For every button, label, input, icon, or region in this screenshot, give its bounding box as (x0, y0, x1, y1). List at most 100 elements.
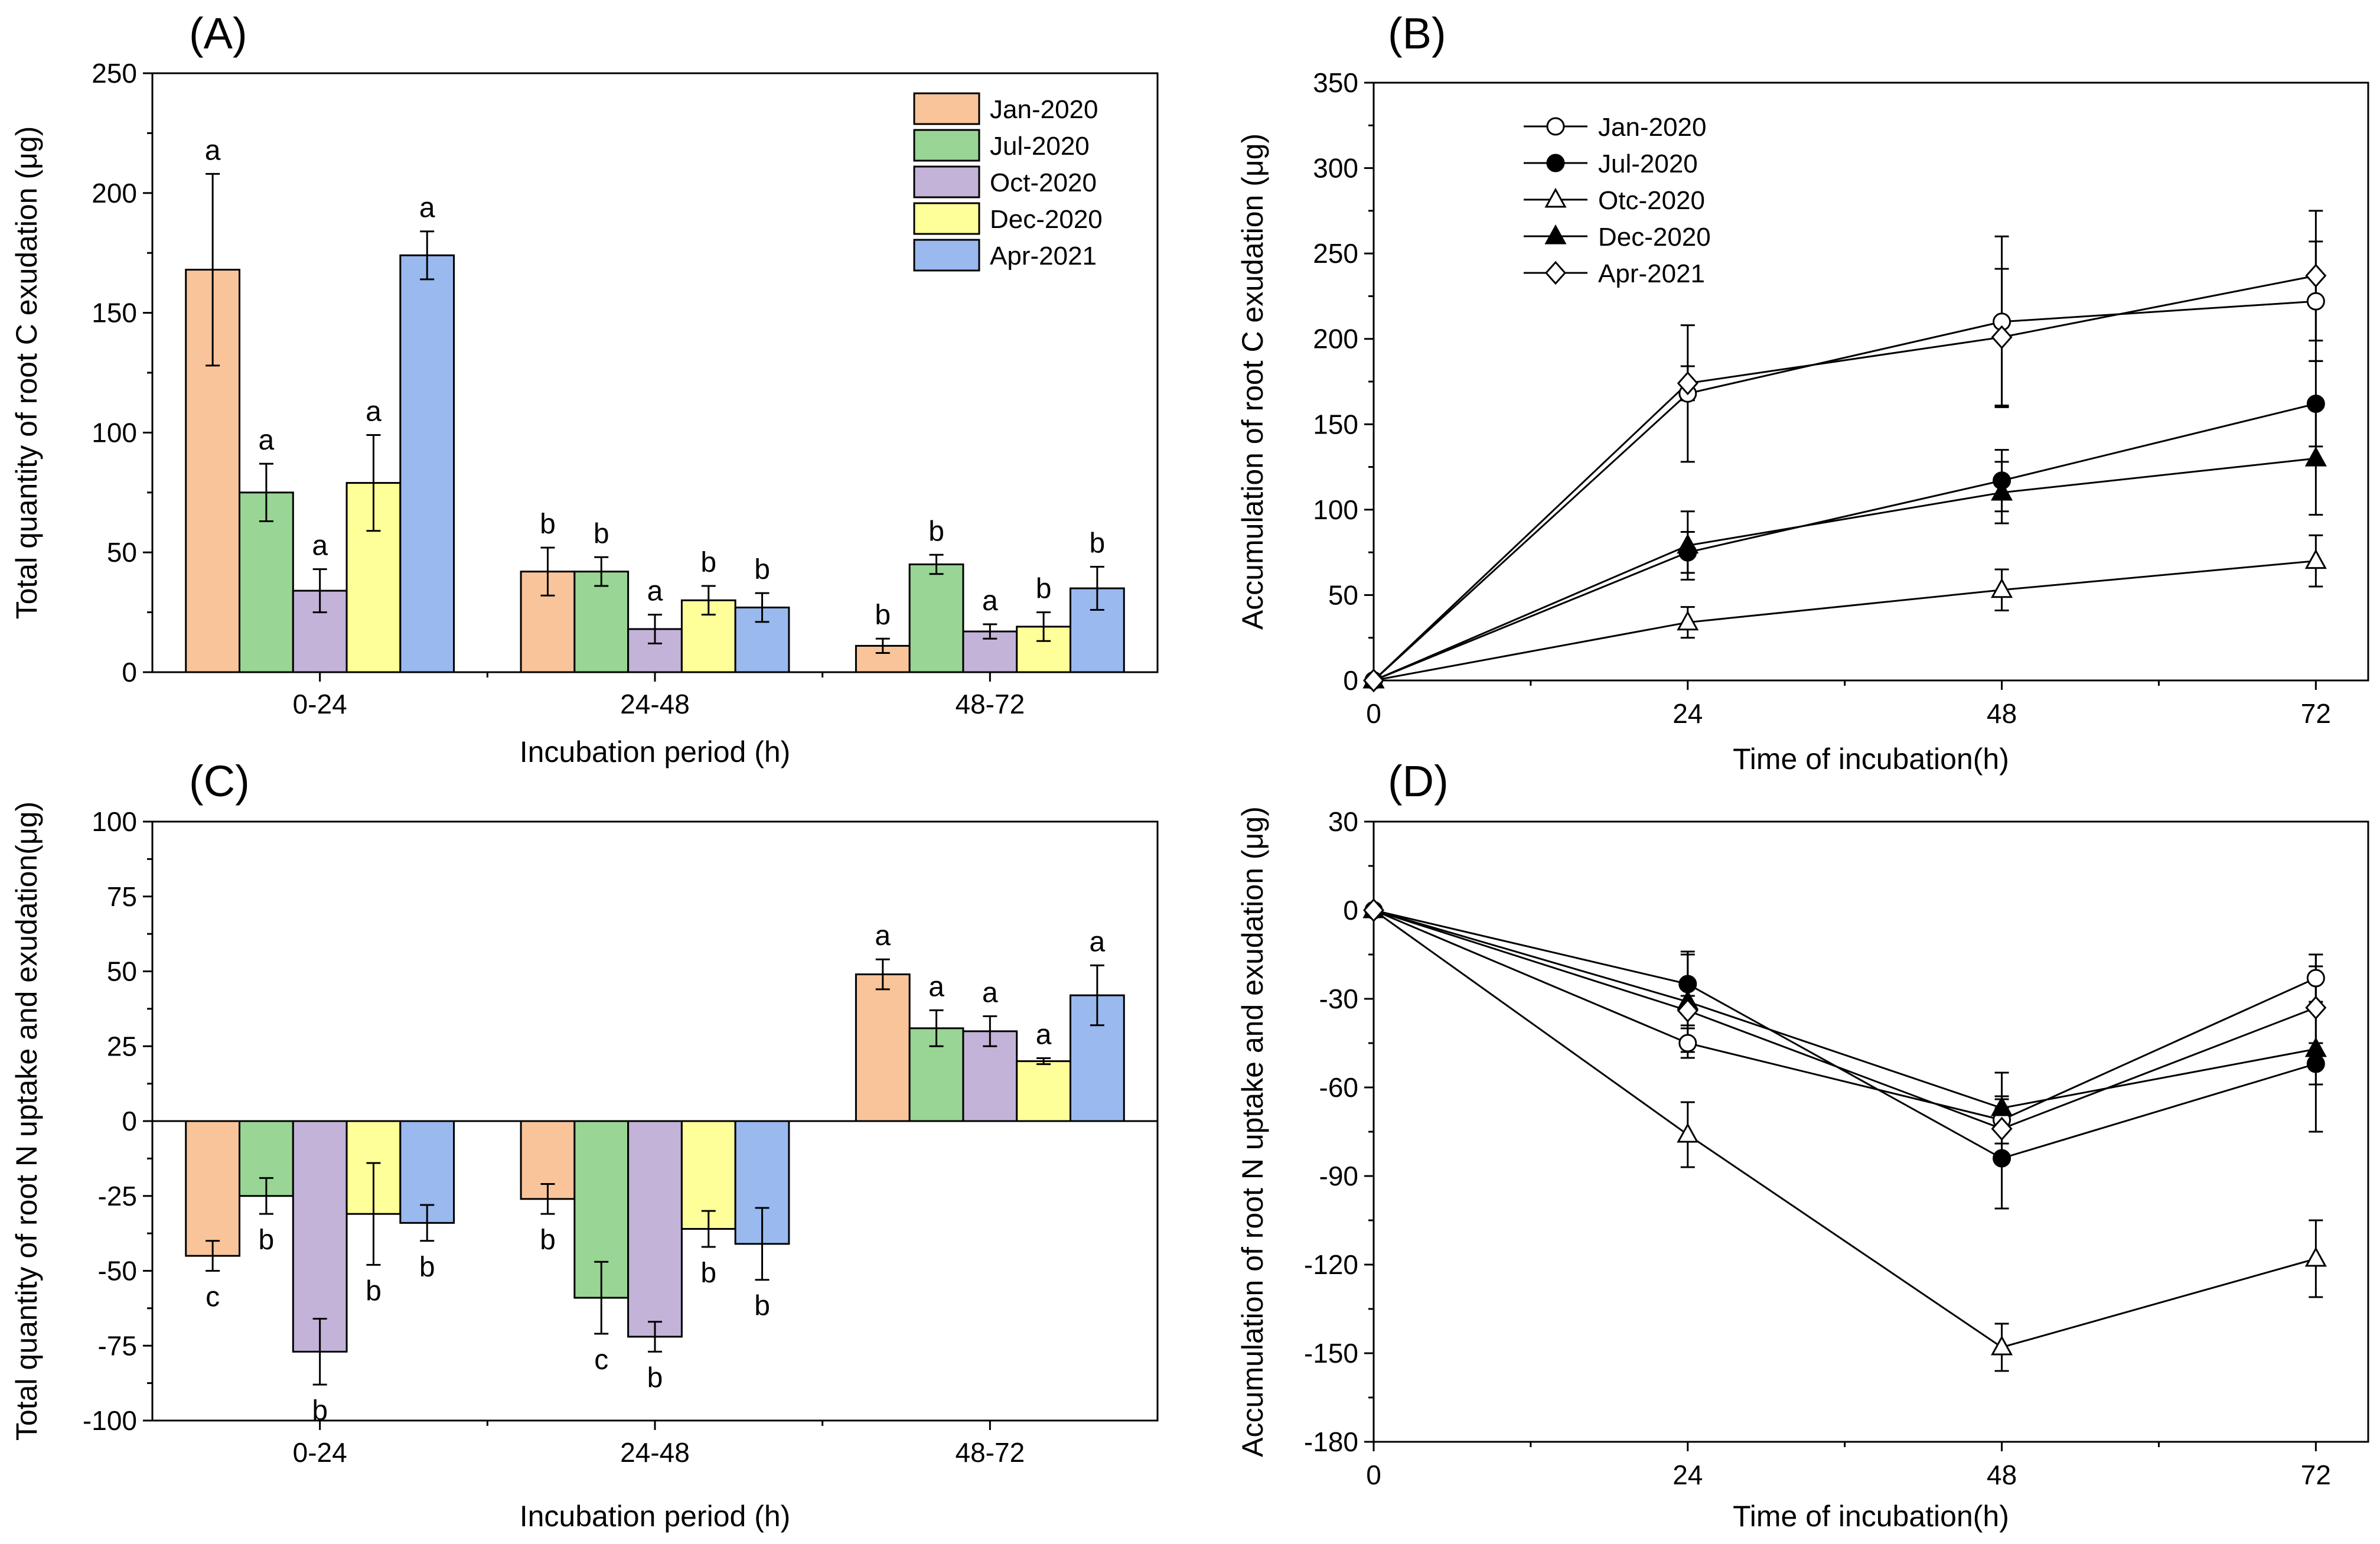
point-jul-2020 (2306, 395, 2325, 413)
series-line-apr-2021 (1373, 909, 2316, 1130)
legend-label-oct-2020: Oct-2020 (990, 168, 1097, 197)
significance-letter: b (754, 1291, 770, 1322)
significance-letter: a (205, 135, 221, 166)
y-tick-label: -60 (1319, 1072, 1358, 1103)
series-line-otc-2020 (1373, 560, 2316, 682)
x-axis-title: Incubation period (h) (520, 735, 791, 768)
point-dec-2020 (1991, 480, 2013, 501)
legend-label-dec-2020: Dec-2020 (1598, 223, 1711, 252)
bar-oct-2020 (627, 1120, 683, 1338)
series-line-apr-2021 (1372, 275, 2316, 682)
legend-label-jul-2020: Jul-2020 (990, 132, 1090, 161)
y-axis-title: Accumulation of root N uptake and exudat… (1236, 806, 1269, 1457)
legend-swatch-oct-2020 (913, 165, 980, 198)
legend-swatch-dec-2020 (913, 202, 980, 235)
series-line-dec-2020 (1373, 457, 2316, 682)
bar-oct-2020 (292, 1120, 348, 1353)
panel-label: (D) (1388, 757, 1449, 806)
point-dec-2020 (1991, 1096, 2013, 1116)
y-axis-title: Total quantity of root N uptake and exud… (10, 802, 43, 1441)
y-axis-title: Accumulation of root C exudation (μg) (1236, 133, 1269, 630)
bar-jul-2020 (239, 491, 294, 673)
y-tick-label: -100 (83, 1405, 137, 1436)
significance-letter: b (875, 600, 891, 631)
significance-letter: a (928, 971, 944, 1002)
significance-letter: a (982, 585, 998, 617)
y-tick-label: 250 (92, 58, 137, 89)
y-tick-label: 100 (92, 806, 137, 837)
significance-letter: c (206, 1282, 220, 1313)
y-tick-label: 150 (1313, 409, 1358, 439)
x-axis-title: Time of incubation(h) (1733, 1500, 2009, 1533)
point-apr-2021 (2305, 995, 2327, 1020)
y-tick-label: 50 (107, 537, 137, 568)
significance-letter: a (312, 530, 328, 562)
x-tick-label: 0 (1366, 1460, 1381, 1490)
y-tick-label: 350 (1313, 67, 1358, 98)
point-jan-2020 (1678, 1034, 1697, 1053)
y-tick-label: -150 (1304, 1338, 1358, 1369)
legend-label-jul-2020: Jul-2020 (1598, 149, 1698, 178)
point-otc-2020 (1677, 610, 1699, 631)
point-dec-2020 (2304, 447, 2327, 467)
point-otc-2020 (1991, 578, 2013, 598)
point-apr-2021 (1677, 998, 1698, 1023)
panel-c: (C) -100 -75 -50 -25 0 25 50 75 100 Incubation per… (10, 757, 1159, 1533)
plot-frame (1372, 82, 2369, 682)
legend-marker-jan-2020 (1546, 117, 1565, 136)
point-otc-2020 (2304, 549, 2327, 569)
x-tick-label: 0-24 (293, 1437, 347, 1468)
bar-jan-2020 (855, 973, 911, 1122)
y-tick-label: 150 (92, 298, 137, 328)
x-axis-title: Incubation period (h) (520, 1500, 791, 1533)
panel-label: (B) (1388, 9, 1446, 58)
y-tick-label: -25 (98, 1181, 137, 1211)
x-tick-label: 48-72 (956, 1437, 1025, 1468)
y-tick-label: -90 (1319, 1161, 1358, 1191)
x-tick-label: 72 (2301, 1460, 2331, 1490)
y-tick-label: 100 (92, 417, 137, 448)
y-tick-label: 30 (1328, 806, 1358, 837)
series-line-jan-2020 (1373, 909, 2316, 1121)
point-otc-2020 (2304, 1246, 2327, 1267)
point-otc-2020 (1677, 1122, 1699, 1143)
significance-letter: a (366, 396, 382, 427)
point-jan-2020 (2306, 969, 2325, 988)
point-jul-2020 (2306, 1054, 2325, 1073)
x-tick-label: 48-72 (956, 689, 1025, 719)
significance-letter: b (700, 547, 716, 578)
x-tick-label: 0-24 (293, 689, 347, 719)
legend-swatch-apr-2021 (913, 239, 980, 272)
y-tick-label: -180 (1304, 1426, 1358, 1457)
plot-frame (1372, 820, 2369, 1443)
series-line-jul-2020 (1373, 909, 2316, 1159)
panel-d: (D) -180 -150 -120 -90 -60 -30 0 30 Time of incub… (1236, 757, 2369, 1533)
legend-label-dec-2020: Dec-2020 (990, 205, 1103, 234)
significance-letter: b (928, 516, 944, 547)
significance-letter: a (875, 920, 891, 952)
y-tick-label: 0 (1343, 665, 1358, 696)
bar-jul-2020 (908, 563, 964, 673)
series-line-dec-2020 (1373, 909, 2316, 1109)
y-tick-label: 50 (1328, 579, 1358, 610)
significance-letter: b (1090, 528, 1106, 559)
significance-letter: a (419, 193, 435, 224)
panel-b: (B) 0 50 100 150 200 250 300 350 Time of incubati… (1236, 9, 2369, 776)
point-dec-2020 (2304, 1037, 2327, 1057)
significance-letter: a (259, 425, 275, 456)
x-tick-label: 24-48 (620, 689, 690, 719)
bar-jan-2020 (185, 1120, 241, 1257)
point-jul-2020 (1678, 975, 1697, 993)
significance-letter: b (366, 1275, 382, 1307)
point-apr-2021 (1991, 1116, 2013, 1141)
y-tick-label: -50 (98, 1256, 137, 1286)
point-apr-2021 (1677, 371, 1698, 396)
y-tick-label: 0 (122, 1106, 137, 1136)
bar-jul-2020 (573, 571, 630, 673)
legend-label-jan-2020: Jan-2020 (1598, 113, 1706, 142)
significance-letter: a (1090, 926, 1106, 957)
point-apr-2021 (1362, 668, 1385, 693)
significance-letter: b (754, 554, 770, 585)
significance-letter: b (419, 1252, 435, 1283)
